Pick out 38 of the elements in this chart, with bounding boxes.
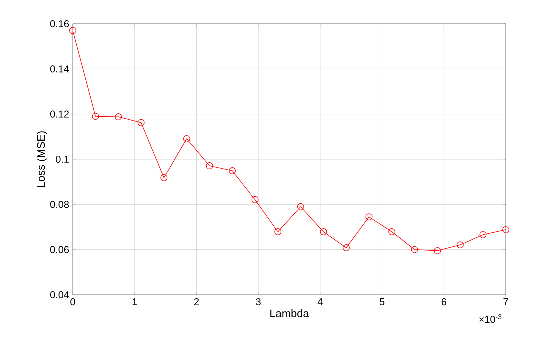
point xyxy=(206,162,214,170)
point xyxy=(138,119,145,126)
x-tick-label: 1 xyxy=(132,298,138,306)
x-tick-label: 4 xyxy=(318,298,323,306)
point xyxy=(502,226,510,234)
point xyxy=(183,135,190,142)
point xyxy=(434,247,442,254)
point xyxy=(411,246,418,254)
x-tick-label: 5 xyxy=(380,298,385,306)
point xyxy=(297,203,304,210)
y-tick-label: 0.06 xyxy=(50,246,70,254)
point xyxy=(92,113,100,120)
point xyxy=(274,228,282,236)
point xyxy=(115,114,122,121)
x-tick-label: 0 xyxy=(70,298,76,306)
point xyxy=(160,174,168,182)
point xyxy=(366,214,373,221)
point xyxy=(252,196,259,204)
y-tick-label: 0.16 xyxy=(50,20,70,28)
point xyxy=(229,168,236,175)
y-tick-label: 0.04 xyxy=(50,291,70,299)
point xyxy=(480,231,487,238)
y-tick-label: 0.14 xyxy=(50,66,70,73)
point xyxy=(388,228,396,236)
text: ×10$^{-3}$ xyxy=(480,314,502,324)
point xyxy=(320,228,328,236)
x-tick-label: 2 xyxy=(194,298,199,306)
x-tick-label: 7 xyxy=(504,298,508,306)
x-tick-label: 3 xyxy=(256,298,261,306)
point xyxy=(456,242,464,249)
y-tick-label: 0.08 xyxy=(50,201,70,208)
point xyxy=(342,244,350,252)
y-tick-label: 0.1 xyxy=(56,156,70,164)
x-tick-label: 6 xyxy=(442,298,446,306)
point xyxy=(70,27,76,34)
y-tick-label: 0.12 xyxy=(50,110,69,118)
x-axis-title: Lambda xyxy=(270,309,310,318)
y-axis-title: Loss (MSE) xyxy=(37,132,48,188)
